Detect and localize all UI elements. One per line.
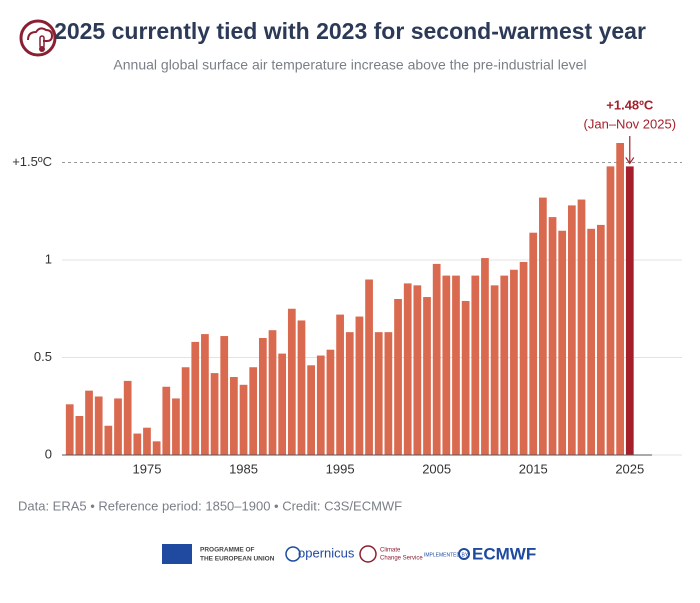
bar xyxy=(461,300,470,455)
bar xyxy=(403,283,412,455)
bar xyxy=(172,398,180,455)
bar xyxy=(94,396,103,455)
bar xyxy=(278,353,287,455)
bar xyxy=(529,232,538,455)
bar xyxy=(577,199,586,455)
bar xyxy=(481,258,489,455)
y-tick-label: 0 xyxy=(45,446,52,461)
bar xyxy=(230,377,238,455)
bar xyxy=(162,386,171,455)
x-tick-label: 1995 xyxy=(326,461,355,476)
annotation-label: +1.48ºC xyxy=(606,97,654,112)
bar xyxy=(587,228,596,455)
c3s-text: Change Service xyxy=(380,556,423,562)
bar xyxy=(394,299,402,455)
bar xyxy=(539,197,547,455)
bar xyxy=(258,338,267,455)
implemented-text: IMPLEMENTED BY xyxy=(424,552,469,558)
logo-icon xyxy=(19,19,57,57)
bar xyxy=(384,332,393,455)
bar xyxy=(336,314,344,455)
x-tick-label: 1985 xyxy=(229,461,258,476)
bar xyxy=(114,398,122,455)
y-tick-label: 1 xyxy=(45,251,52,266)
bar xyxy=(345,332,354,455)
annotation-note: (Jan–Nov 2025) xyxy=(584,116,677,131)
bar xyxy=(104,425,113,455)
y-tick-label: +1.5ºC xyxy=(12,154,52,169)
y-tick-label: 0.5 xyxy=(34,349,52,364)
bar xyxy=(239,384,248,455)
copernicus-text: opernicus xyxy=(298,545,355,560)
bar xyxy=(152,441,161,455)
bar xyxy=(123,380,132,455)
bar xyxy=(307,365,315,455)
source-note: Data: ERA5 • Reference period: 1850–1900… xyxy=(18,498,402,513)
bar xyxy=(316,355,325,455)
bar xyxy=(181,367,190,455)
bar xyxy=(616,143,624,455)
bar xyxy=(75,416,84,455)
bar xyxy=(374,332,383,455)
bar xyxy=(210,373,219,455)
bar xyxy=(287,308,296,455)
bar xyxy=(510,269,518,455)
eu-text: THE EUROPEAN UNION xyxy=(200,556,275,563)
chart-title: 2025 currently tied with 2023 for second… xyxy=(54,18,646,44)
x-tick-label: 2005 xyxy=(422,461,451,476)
bar xyxy=(268,330,277,455)
bar xyxy=(442,275,451,455)
bar xyxy=(423,297,431,455)
bar xyxy=(220,336,229,455)
bar xyxy=(490,285,499,455)
bar xyxy=(452,275,460,455)
bar xyxy=(500,275,509,455)
bar xyxy=(249,367,258,455)
bar xyxy=(355,316,364,455)
x-tick-label: 1975 xyxy=(133,461,162,476)
bar xyxy=(471,275,480,455)
bar xyxy=(606,166,615,455)
eu-flag xyxy=(162,544,192,564)
eu-text: PROGRAMME OF xyxy=(200,547,255,554)
bar xyxy=(191,341,200,455)
bar xyxy=(201,334,209,455)
bar xyxy=(326,349,335,455)
bar xyxy=(365,279,373,455)
chart-subtitle: Annual global surface air temperature in… xyxy=(113,57,586,73)
footer-logos: PROGRAMME OF THE EUROPEAN UNION opernicu… xyxy=(162,544,536,564)
bar xyxy=(143,427,151,455)
bar xyxy=(133,433,142,455)
bar xyxy=(625,166,634,455)
bar xyxy=(65,404,74,455)
bar xyxy=(85,390,93,455)
bar xyxy=(596,224,605,455)
ecmwf-text: ECMWF xyxy=(472,544,536,563)
bar xyxy=(548,217,557,455)
bar xyxy=(432,263,441,455)
bar xyxy=(297,320,306,455)
c3s-text: Climate xyxy=(380,548,401,554)
bar xyxy=(413,285,422,455)
bar xyxy=(567,205,576,455)
bar xyxy=(519,261,528,455)
x-tick-label: 2015 xyxy=(519,461,548,476)
bar xyxy=(558,230,567,455)
annotation-arrowhead xyxy=(625,157,635,165)
x-tick-label: 2025 xyxy=(615,461,644,476)
